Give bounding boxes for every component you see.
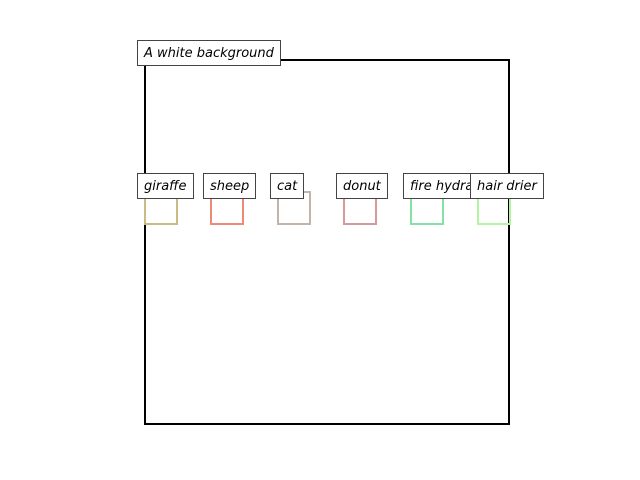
object-label-sheep: sheep: [203, 173, 257, 199]
object-label-hair-drier: hair drier: [470, 173, 544, 199]
object-label-giraffe: giraffe: [137, 173, 194, 199]
scene-caption: A white background: [137, 40, 281, 66]
object-label-donut: donut: [336, 173, 388, 199]
object-label-cat: cat: [270, 173, 305, 199]
scene-frame: [144, 59, 510, 425]
